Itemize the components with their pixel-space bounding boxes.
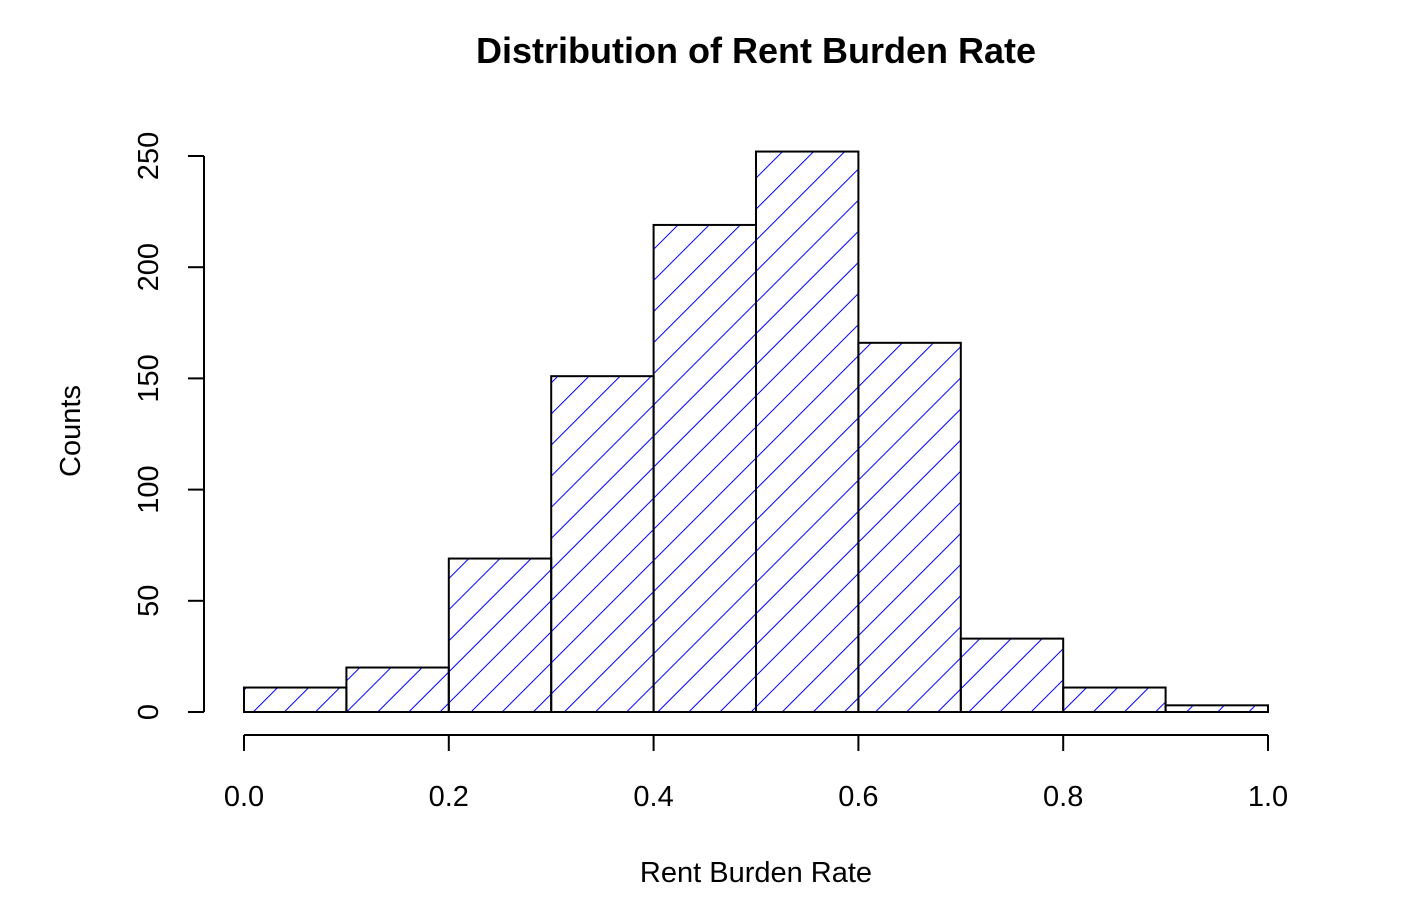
x-tick-label: 0.0 <box>224 781 264 813</box>
x-axis-label: Rent Burden Rate <box>640 857 872 889</box>
histogram-bar-1 <box>345 666 450 714</box>
histogram-bar-7 <box>959 637 1065 713</box>
histogram-bar-2 <box>447 557 553 713</box>
histogram-bar-6 <box>857 341 962 713</box>
chart-title: Distribution of Rent Burden Rate <box>476 30 1036 71</box>
histogram-bar-8 <box>1062 686 1167 714</box>
y-axis: 0 50 100 150 200 250 <box>133 132 205 720</box>
y-tick-label: 150 <box>133 354 165 402</box>
y-tick-label: 250 <box>133 132 165 180</box>
x-axis: 0.0 0.2 0.4 0.6 0.8 1.0 <box>224 734 1288 813</box>
x-tick-label: 0.2 <box>429 781 469 813</box>
histogram-bar-4 <box>652 223 757 713</box>
histogram-bar-0 <box>243 686 348 714</box>
y-tick-label: 50 <box>133 585 165 617</box>
y-tick-label: 0 <box>133 704 165 720</box>
x-tick-label: 0.4 <box>633 781 673 813</box>
y-tick-label: 100 <box>133 465 165 513</box>
x-tick-label: 1.0 <box>1248 781 1288 813</box>
y-tick-label: 200 <box>133 243 165 291</box>
y-axis-label: Counts <box>55 385 87 477</box>
bars-group <box>243 150 1269 714</box>
histogram-bar-3 <box>550 375 655 713</box>
histogram-bar-5 <box>755 150 860 713</box>
x-tick-label: 0.8 <box>1043 781 1083 813</box>
histogram-bar-9 <box>1164 704 1269 714</box>
x-tick-label: 0.6 <box>838 781 878 813</box>
